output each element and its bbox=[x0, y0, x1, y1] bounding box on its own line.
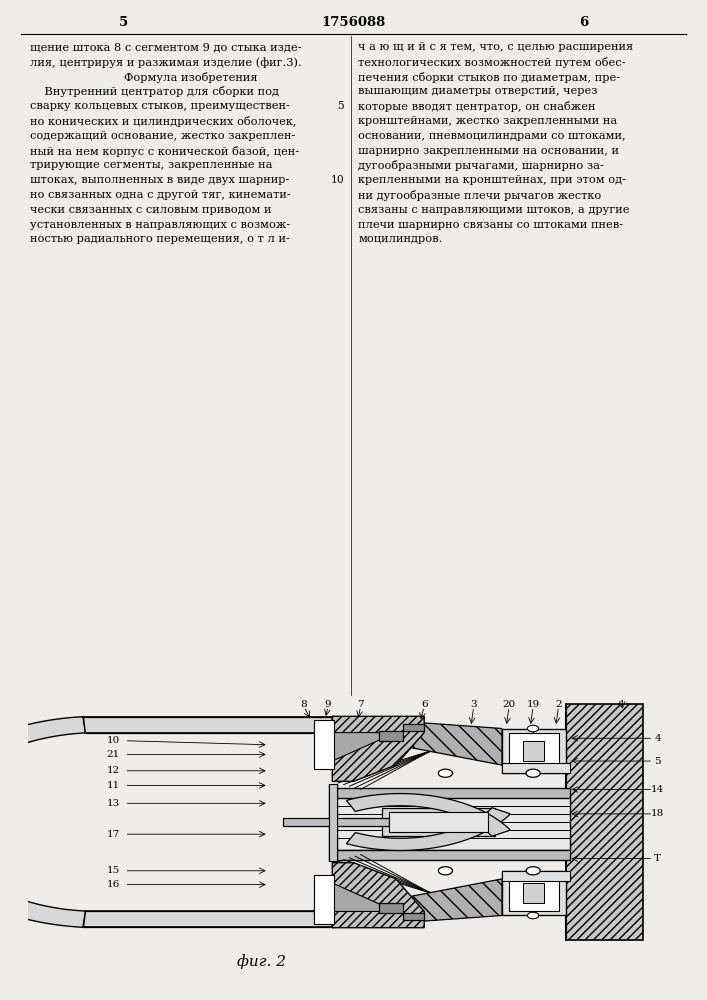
Text: Внутренний центратор для сборки под: Внутренний центратор для сборки под bbox=[30, 86, 279, 97]
Text: 10: 10 bbox=[107, 736, 119, 745]
Text: штоках, выполненных в виде двух шарнир-: штоках, выполненных в виде двух шарнир- bbox=[30, 175, 290, 185]
Bar bbox=[566, 704, 643, 940]
Text: установленных в направляющих с возмож-: установленных в направляющих с возмож- bbox=[30, 220, 291, 230]
Text: 18: 18 bbox=[651, 809, 664, 818]
Bar bbox=[523, 883, 544, 903]
Polygon shape bbox=[332, 733, 396, 761]
Text: плечи шарнирно связаны со штоками пнев-: плечи шарнирно связаны со штоками пнев- bbox=[358, 220, 624, 230]
Text: сварку кольцевых стыков, преимуществен-: сварку кольцевых стыков, преимуществен- bbox=[30, 101, 291, 111]
Text: 13: 13 bbox=[107, 799, 119, 808]
Text: Формула изобретения: Формула изобретения bbox=[124, 72, 258, 83]
Text: ный на нем корпус с конической базой, цен-: ный на нем корпус с конической базой, це… bbox=[30, 146, 300, 157]
Circle shape bbox=[526, 769, 540, 777]
Circle shape bbox=[526, 867, 540, 875]
Text: 15: 15 bbox=[107, 866, 119, 875]
Text: фиг. 2: фиг. 2 bbox=[237, 955, 286, 969]
Bar bbox=[283, 818, 389, 826]
Bar bbox=[523, 741, 544, 761]
Text: 7: 7 bbox=[357, 700, 364, 709]
Bar bbox=[382, 808, 495, 836]
Text: 8: 8 bbox=[300, 700, 308, 709]
Text: содержащий основание, жестко закреплен-: содержащий основание, жестко закреплен- bbox=[30, 131, 296, 141]
Text: ч а ю щ и й с я тем, что, с целью расширения: ч а ю щ и й с я тем, что, с целью расшир… bbox=[358, 42, 633, 52]
Text: чески связанных с силовым приводом и: чески связанных с силовым приводом и bbox=[30, 205, 272, 215]
Bar bbox=[332, 850, 570, 860]
Text: 10: 10 bbox=[331, 175, 344, 185]
Bar bbox=[332, 788, 570, 798]
Text: 4: 4 bbox=[654, 734, 661, 743]
Text: 6: 6 bbox=[578, 16, 588, 29]
Bar bbox=[502, 729, 566, 773]
Text: вышающим диаметры отверстий, через: вышающим диаметры отверстий, через bbox=[358, 86, 598, 96]
Text: 5: 5 bbox=[119, 16, 129, 29]
Text: щение штока 8 с сегментом 9 до стыка изде-: щение штока 8 с сегментом 9 до стыка изд… bbox=[30, 42, 302, 52]
Text: 11: 11 bbox=[107, 781, 119, 790]
Polygon shape bbox=[332, 863, 424, 928]
Text: кронштейнами, жестко закрепленными на: кронштейнами, жестко закрепленными на bbox=[358, 116, 618, 126]
Text: 5: 5 bbox=[337, 101, 344, 111]
Text: связаны с направляющими штоков, а другие: связаны с направляющими штоков, а другие bbox=[358, 205, 630, 215]
Polygon shape bbox=[83, 717, 332, 733]
Polygon shape bbox=[0, 717, 86, 927]
Text: 3: 3 bbox=[470, 700, 477, 709]
Text: 12: 12 bbox=[107, 766, 119, 775]
Text: дугообразными рычагами, шарнирно за-: дугообразными рычагами, шарнирно за- bbox=[358, 160, 604, 171]
Circle shape bbox=[438, 769, 452, 777]
Text: трирующие сегменты, закрепленные на: трирующие сегменты, закрепленные на bbox=[30, 160, 273, 170]
Text: 21: 21 bbox=[107, 750, 119, 759]
Text: 19: 19 bbox=[527, 700, 539, 709]
Bar bbox=[389, 812, 488, 832]
Text: 2: 2 bbox=[555, 700, 562, 709]
Text: которые вводят центратор, он снабжен: которые вводят центратор, он снабжен bbox=[358, 101, 596, 112]
Bar bbox=[332, 794, 570, 850]
Bar bbox=[509, 875, 559, 911]
Polygon shape bbox=[346, 794, 510, 836]
Bar bbox=[329, 784, 337, 861]
Polygon shape bbox=[346, 808, 510, 850]
Bar bbox=[314, 875, 334, 924]
Bar bbox=[314, 720, 334, 769]
Bar bbox=[502, 871, 566, 915]
Text: технологических возможностей путем обес-: технологических возможностей путем обес- bbox=[358, 57, 626, 68]
Text: 1: 1 bbox=[619, 700, 626, 709]
Text: 9: 9 bbox=[325, 700, 332, 709]
Text: 14: 14 bbox=[651, 785, 664, 794]
Text: 20: 20 bbox=[503, 700, 515, 709]
Polygon shape bbox=[332, 716, 424, 781]
Polygon shape bbox=[379, 724, 424, 741]
Text: ностью радиального перемещения, о т л и-: ностью радиального перемещения, о т л и- bbox=[30, 234, 291, 244]
Bar bbox=[509, 733, 559, 769]
Text: основании, пневмоцилиндрами со штоками,: основании, пневмоцилиндрами со штоками, bbox=[358, 131, 626, 141]
Circle shape bbox=[527, 725, 539, 732]
Text: печения сборки стыков по диаметрам, пре-: печения сборки стыков по диаметрам, пре- bbox=[358, 72, 621, 83]
Bar bbox=[502, 763, 570, 773]
Text: 1756088: 1756088 bbox=[322, 16, 385, 29]
Circle shape bbox=[527, 912, 539, 919]
Text: шарнирно закрепленными на основании, и: шарнирно закрепленными на основании, и bbox=[358, 146, 619, 156]
Polygon shape bbox=[83, 911, 332, 927]
Polygon shape bbox=[379, 903, 424, 920]
Text: 17: 17 bbox=[107, 830, 119, 839]
Text: ни дугообразные плечи рычагов жестко: ни дугообразные плечи рычагов жестко bbox=[358, 190, 602, 201]
Text: лия, центрируя и разжимая изделие (фиг.3).: лия, центрируя и разжимая изделие (фиг.3… bbox=[30, 57, 302, 68]
Polygon shape bbox=[332, 879, 502, 928]
Polygon shape bbox=[332, 883, 396, 911]
Text: но связанных одна с другой тяг, кинемати-: но связанных одна с другой тяг, кинемати… bbox=[30, 190, 291, 200]
Polygon shape bbox=[332, 716, 502, 765]
Bar bbox=[502, 871, 570, 881]
Text: T: T bbox=[654, 854, 661, 863]
Text: но конических и цилиндрических оболочек,: но конических и цилиндрических оболочек, bbox=[30, 116, 297, 127]
Text: 5: 5 bbox=[654, 757, 661, 766]
Text: 6: 6 bbox=[421, 700, 428, 709]
Text: моцилиндров.: моцилиндров. bbox=[358, 234, 443, 244]
Text: 16: 16 bbox=[107, 880, 119, 889]
Circle shape bbox=[438, 867, 452, 875]
Text: крепленными на кронштейнах, при этом од-: крепленными на кронштейнах, при этом од- bbox=[358, 175, 626, 185]
